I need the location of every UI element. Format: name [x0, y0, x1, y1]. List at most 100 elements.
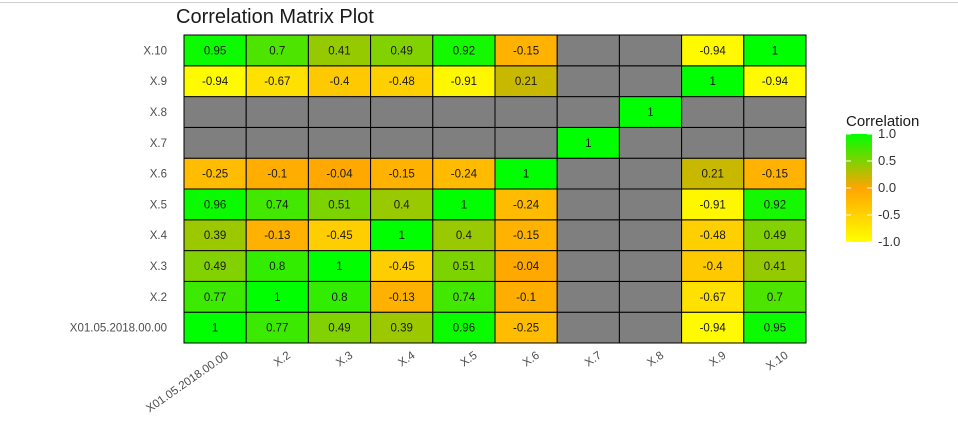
heatmap-cell — [556, 65, 620, 98]
heatmap-cell — [183, 157, 247, 190]
cell-value-label: -0.94 — [762, 76, 789, 88]
heatmap-cell — [307, 126, 372, 159]
cell-value-label: -0.15 — [513, 45, 539, 57]
cell-value-label: 0.49 — [328, 323, 350, 335]
cell-value-label: 0.51 — [328, 199, 350, 211]
heatmap-cell — [618, 250, 683, 282]
cell-value-label: 0.7 — [269, 45, 285, 57]
cell-value-label: -0.15 — [513, 230, 539, 242]
heatmap-cell — [618, 126, 683, 159]
colorbar-tick-label: -0.5 — [878, 207, 900, 222]
heatmap-cell — [183, 126, 247, 159]
heatmap-cell — [245, 96, 309, 128]
y-tick-label: X.6 — [150, 169, 167, 181]
cell-value-label: -0.4 — [703, 261, 723, 273]
heatmap-cell — [307, 311, 372, 344]
cell-value-label: 1 — [398, 230, 404, 242]
heatmap-cell — [245, 65, 309, 98]
cell-value-label: -0.45 — [389, 261, 415, 273]
heatmap-cell — [618, 65, 683, 98]
cell-value-label: 0.8 — [269, 261, 285, 273]
cell-value-label: -0.48 — [389, 76, 415, 88]
cell-value-label: 1 — [523, 169, 529, 181]
heatmap-cell — [183, 188, 247, 221]
cell-value-label: 0.39 — [391, 323, 413, 335]
cell-value-label: -0.45 — [326, 230, 352, 242]
heatmap-cell — [432, 96, 496, 128]
heatmap-cell — [743, 311, 807, 344]
heatmap-cell — [307, 280, 372, 313]
cell-value-label: -0.04 — [326, 169, 353, 181]
heatmap-cells: 1 0.77 0.49 0.39 0.96 -0.25 -0.94 0.95 0.77 1 0.8 -… — [183, 34, 807, 344]
heatmap-cell — [681, 311, 745, 344]
heatmap-cell — [370, 65, 434, 98]
cell-value-label: -0.94 — [700, 45, 727, 57]
x-tick-label: X.9 — [707, 350, 728, 370]
heatmap-cell — [743, 219, 807, 252]
heatmap-cell — [245, 126, 309, 159]
heatmap-cell — [681, 250, 745, 282]
cell-value-label: 0.41 — [764, 261, 786, 273]
heatmap-cell — [618, 34, 683, 67]
heatmap-cell — [432, 250, 496, 282]
cell-value-label: -0.91 — [451, 76, 477, 88]
heatmap-cell — [494, 34, 558, 67]
cell-value-label: 0.74 — [453, 292, 476, 304]
heatmap-cell — [618, 188, 683, 221]
x-tick-label: X.8 — [645, 350, 666, 370]
legend-title: Correlation — [846, 113, 919, 130]
heatmap-cell — [743, 34, 807, 67]
cell-value-label: -0.25 — [202, 169, 228, 181]
cell-value-label: 1 — [461, 199, 467, 211]
cell-value-label: 1 — [274, 292, 280, 304]
heatmap-cell — [307, 219, 372, 252]
cell-value-label: -0.1 — [267, 169, 287, 181]
y-axis-labels: X01.05.2018.00.00 X.2 X.3 X.4 X.5 X.6 X.7 X.8 X.… — [70, 45, 168, 334]
x-tick-label: X.2 — [272, 350, 293, 370]
cell-value-label: -0.67 — [700, 292, 726, 304]
heatmap-cell — [432, 126, 496, 159]
x-tick-label: X01.05.2018.00.00 — [144, 350, 231, 416]
cell-value-label: 0.92 — [453, 45, 475, 57]
cell-value-label: 0.41 — [328, 45, 350, 57]
heatmap-cell — [432, 157, 496, 190]
cell-value-label: -0.24 — [513, 199, 540, 211]
cell-value-label: 0.8 — [332, 292, 348, 304]
y-tick-label: X.10 — [143, 45, 167, 57]
heatmap-cell — [370, 157, 434, 190]
heatmap-cell — [743, 96, 807, 128]
cell-value-label: 1 — [336, 261, 342, 273]
cell-value-label: -0.24 — [451, 169, 478, 181]
heatmap-cell — [183, 250, 247, 282]
cell-value-label: 1 — [647, 107, 653, 119]
heatmap-cell — [370, 126, 434, 159]
colorbar-tick-label: 0.5 — [878, 153, 896, 168]
y-tick-label: X.8 — [150, 107, 167, 119]
y-tick-label: X.9 — [150, 76, 167, 88]
y-tick-label: X01.05.2018.00.00 — [70, 323, 167, 335]
heatmap-cell — [681, 280, 745, 313]
heatmap-cell — [307, 34, 372, 67]
top-divider — [0, 2, 958, 3]
cell-value-label: 0.39 — [204, 230, 226, 242]
heatmap-cell — [556, 250, 620, 282]
cell-value-label: 0.49 — [391, 45, 413, 57]
heatmap-cell — [556, 34, 620, 67]
heatmap-cell — [494, 65, 558, 98]
cell-value-label: -0.67 — [264, 76, 290, 88]
heatmap-cell — [307, 65, 372, 98]
heatmap-cell — [743, 280, 807, 313]
cell-value-label: 1 — [772, 45, 778, 57]
colorbar-tick-label: -1.0 — [878, 234, 900, 249]
heatmap-cell — [618, 280, 683, 313]
y-tick-label: X.3 — [150, 261, 167, 273]
heatmap-cell — [681, 126, 745, 159]
heatmap-cell — [681, 188, 745, 221]
cell-value-label: 0.49 — [764, 230, 786, 242]
heatmap-cell — [681, 96, 745, 128]
chart-title: Correlation Matrix Plot — [176, 6, 374, 28]
cell-value-label: 1 — [585, 138, 591, 150]
cell-value-label: -0.13 — [264, 230, 290, 242]
y-tick-label: X.7 — [150, 138, 167, 150]
